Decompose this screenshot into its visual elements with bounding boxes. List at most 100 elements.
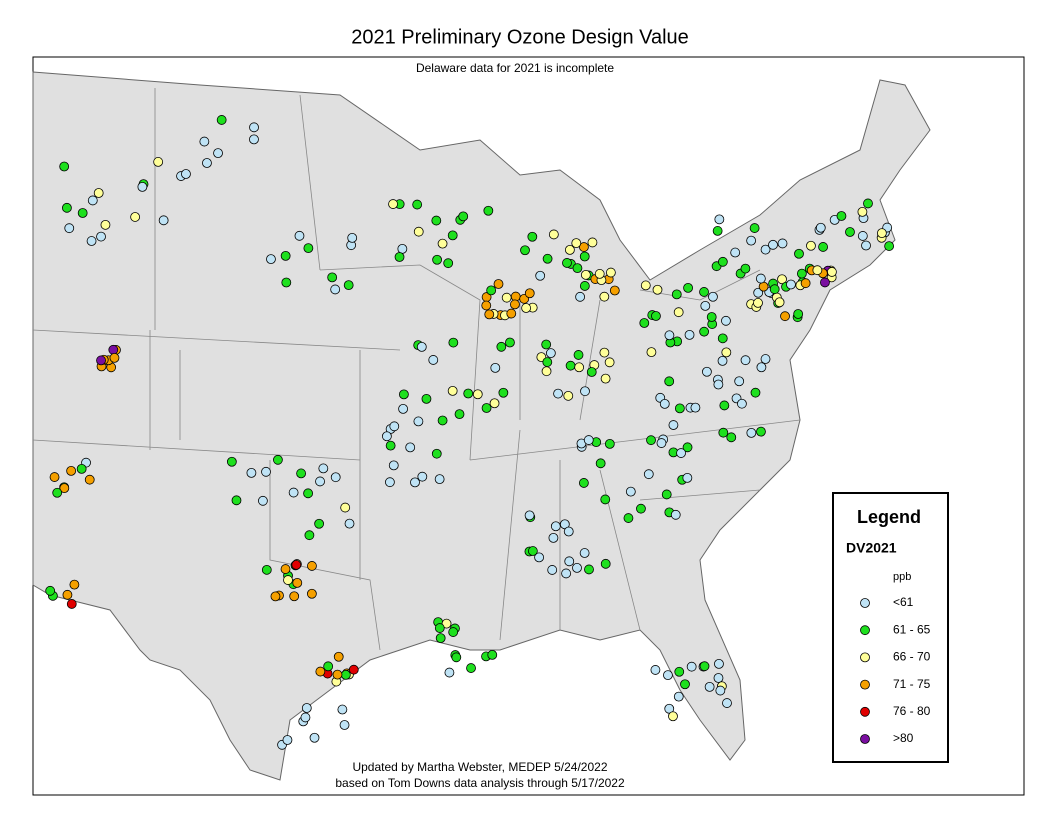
monitor-site [721, 315, 731, 326]
monitor-site [84, 474, 95, 485]
monitor-site [561, 568, 572, 579]
legend-label: <61 [893, 595, 914, 609]
monitor-site [623, 513, 634, 523]
monitor-site [481, 300, 492, 311]
monitor-site [646, 347, 657, 358]
monitor-site [651, 311, 661, 321]
monitor-site [306, 588, 317, 599]
monitor-site [280, 564, 291, 574]
monitor-site [484, 309, 495, 320]
monitor-site [682, 472, 693, 483]
monitor-site [664, 330, 675, 341]
monitor-site [686, 661, 697, 672]
monitor-site [273, 454, 283, 465]
monitor-site [682, 442, 693, 453]
monitor-site [463, 388, 474, 399]
legend-swatch [860, 734, 870, 744]
monitor-site [62, 589, 73, 600]
monitor-site [600, 494, 611, 505]
monitor-site [434, 474, 445, 485]
monitor-site [327, 272, 338, 283]
legend-swatch [860, 625, 870, 636]
monitor-site [721, 347, 732, 358]
monitor-site [730, 247, 741, 258]
monitor-site [650, 665, 661, 675]
monitor-site [466, 663, 476, 673]
monitor-site [818, 242, 828, 252]
monitor-site [793, 309, 804, 319]
monitor-site [486, 285, 497, 296]
monitor-site [746, 427, 757, 438]
monitor-site [571, 238, 582, 249]
monitor-site [563, 526, 574, 537]
monitor-site [337, 704, 348, 715]
monitor-site [388, 199, 398, 209]
monitor-site [579, 251, 590, 262]
monitor-site [389, 421, 400, 432]
monitor-site [77, 208, 88, 218]
monitor-site [713, 673, 724, 683]
monitor-site [258, 495, 268, 506]
monitor-site [586, 367, 597, 377]
monitor-site [760, 244, 771, 255]
monitor-site [261, 466, 271, 477]
monitor-site [749, 223, 760, 233]
monitor-site [652, 284, 663, 295]
monitor-site [574, 362, 585, 373]
legend-subtitle: DV2021 [846, 540, 897, 556]
monitor-site [777, 238, 788, 249]
monitor-site [857, 231, 868, 241]
monitor-site [639, 318, 650, 328]
monitor-site [758, 281, 769, 292]
monitor-site [521, 303, 532, 313]
monitor-site [713, 379, 724, 390]
monitor-site [64, 223, 75, 234]
monitor-site [676, 448, 686, 458]
legend-label: >80 [893, 731, 914, 745]
monitor-site [340, 502, 351, 513]
monitor-site [332, 669, 343, 680]
monitor-site [76, 463, 87, 474]
monitor-site [702, 366, 712, 377]
monitor-site [289, 591, 300, 602]
monitor-site [541, 339, 552, 350]
monitor-site [708, 291, 718, 302]
monitor-site [158, 215, 169, 226]
monitor-site [578, 478, 589, 488]
monitor-site [794, 248, 804, 259]
monitor-site [646, 435, 656, 446]
monitor-site [548, 229, 559, 240]
monitor-site [580, 386, 590, 397]
monitor-site [722, 698, 732, 708]
footer-line: Updated by Martha Webster, MEDEP 5/24/20… [352, 760, 607, 774]
monitor-site [580, 269, 591, 280]
legend-swatch [860, 679, 870, 690]
monitor-site [836, 211, 847, 221]
monitor-site [435, 633, 446, 644]
monitor-site [330, 472, 341, 483]
monitor-site [431, 215, 442, 226]
monitor-site [344, 518, 355, 529]
monitor-site [760, 354, 771, 364]
monitor-site [579, 281, 590, 291]
monitor-site [769, 284, 780, 295]
monitor-site [249, 134, 259, 145]
monitor-site [812, 265, 823, 276]
monitor-site [388, 460, 399, 471]
monitor-site [542, 357, 553, 367]
monitor-site [857, 206, 868, 217]
monitor-site [579, 242, 589, 252]
monitor-site [303, 243, 314, 254]
monitor-site [62, 202, 72, 213]
monitor-site [746, 235, 757, 246]
monitor-site [643, 469, 654, 480]
monitor-site [541, 366, 552, 377]
monitor-site [579, 548, 590, 558]
monitor-site [768, 239, 778, 250]
monitor-site [291, 559, 302, 570]
monitor-site [487, 649, 498, 660]
monitor-site [734, 376, 745, 387]
monitor-site [49, 472, 60, 482]
monitor-site [820, 277, 830, 288]
monitor-site [100, 219, 111, 230]
